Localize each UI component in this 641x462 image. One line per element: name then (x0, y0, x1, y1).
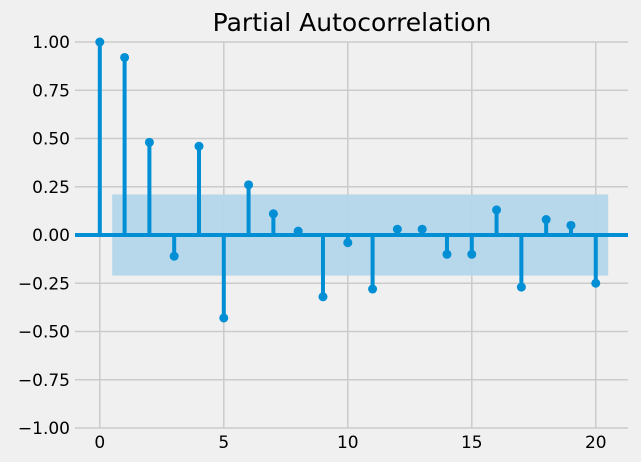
pacf-marker (542, 215, 551, 224)
x-tick-label: 0 (94, 433, 105, 453)
x-tick-label: 10 (337, 433, 359, 453)
pacf-marker (442, 250, 451, 259)
y-tick-label: −0.50 (18, 323, 70, 343)
pacf-marker (219, 313, 228, 322)
pacf-marker (566, 221, 575, 230)
y-tick-label: −1.00 (18, 419, 70, 439)
pacf-marker (368, 285, 377, 294)
pacf-marker (120, 53, 129, 62)
pacf-marker (170, 252, 179, 261)
pacf-marker (492, 205, 501, 214)
pacf-marker (269, 209, 278, 218)
pacf-marker (418, 225, 427, 234)
y-tick-label: −0.75 (18, 371, 70, 391)
pacf-marker (244, 180, 253, 189)
x-tick-label: 5 (218, 433, 229, 453)
y-tick-label: 0.00 (32, 226, 70, 246)
chart-title: Partial Autocorrelation (213, 8, 492, 37)
pacf-marker (343, 238, 352, 247)
pacf-marker (467, 250, 476, 259)
y-tick-label: 0.25 (32, 178, 70, 198)
pacf-marker (318, 292, 327, 301)
y-tick-label: −0.25 (18, 274, 70, 294)
pacf-marker (591, 279, 600, 288)
pacf-marker (393, 225, 402, 234)
y-tick-label: 0.75 (32, 81, 70, 101)
y-tick-label: 1.00 (32, 33, 70, 53)
pacf-marker (145, 138, 154, 147)
pacf-marker (194, 142, 203, 151)
pacf-marker (95, 38, 104, 47)
x-tick-label: 15 (461, 433, 483, 453)
x-tick-label: 20 (585, 433, 607, 453)
pacf-marker (294, 227, 303, 236)
y-tick-label: 0.50 (32, 130, 70, 150)
pacf-marker (517, 283, 526, 292)
